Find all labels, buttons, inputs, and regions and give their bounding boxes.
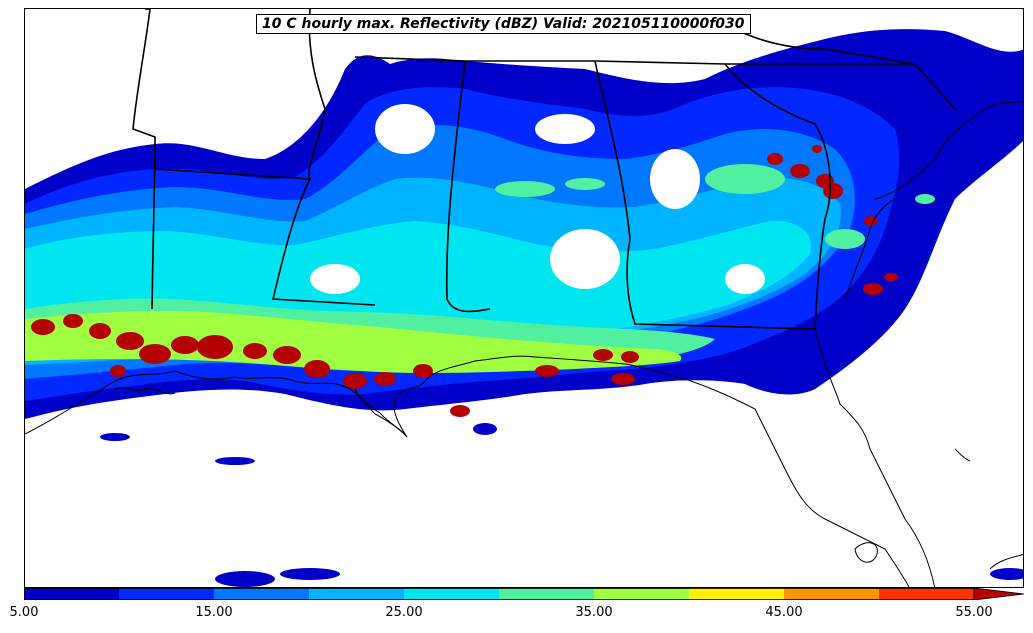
map-frame bbox=[24, 8, 1024, 588]
colorbar-segment bbox=[119, 588, 215, 600]
reflectivity-map bbox=[25, 9, 1023, 587]
colorbar-segment bbox=[689, 588, 785, 600]
colorbar-tick-label: 35.00 bbox=[575, 605, 613, 620]
colorbar-segment bbox=[404, 588, 500, 600]
reflectivity-contours bbox=[25, 29, 1023, 587]
state-borders bbox=[132, 9, 956, 330]
colorbar-tick-label: 15.00 bbox=[195, 605, 233, 620]
colorbar-tick-label: 45.00 bbox=[765, 605, 803, 620]
coastline bbox=[25, 100, 1023, 587]
colorbar-segment bbox=[214, 588, 310, 600]
colorbar-tick-label: 5.00 bbox=[9, 605, 39, 620]
colorbar bbox=[24, 588, 1024, 600]
colorbar-tick-label: 25.00 bbox=[385, 605, 423, 620]
colorbar-segment bbox=[499, 588, 595, 600]
colorbar-outline bbox=[24, 588, 975, 600]
colorbar-segment bbox=[784, 588, 880, 600]
colorbar-segment bbox=[879, 588, 975, 600]
colorbar-tick-label: 55.00 bbox=[955, 605, 993, 620]
map-title: 10 C hourly max. Reflectivity (dBZ) Vali… bbox=[256, 14, 751, 34]
colorbar-extend-triangle bbox=[973, 588, 1024, 600]
colorbar-segment bbox=[309, 588, 405, 600]
colorbar-segment bbox=[24, 588, 120, 600]
colorbar-segment bbox=[594, 588, 690, 600]
